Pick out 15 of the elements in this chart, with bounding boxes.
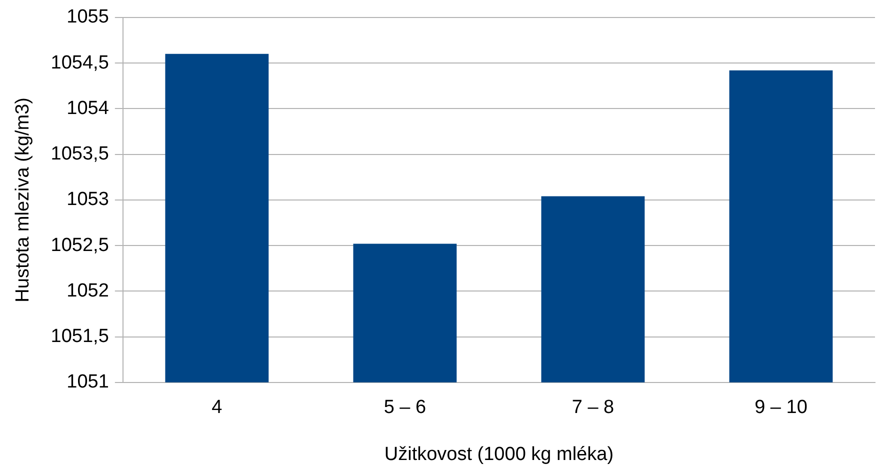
y-tick-label: 1054,5 [50,52,109,74]
y-tick-label: 1051 [66,372,109,393]
x-tick-label: 9 – 10 [754,397,808,418]
x-tick-label: 7 – 8 [572,397,614,418]
y-tick-label: 1053 [66,189,109,210]
x-tick-label: 5 – 6 [384,397,426,418]
y-tick-label: 1053,5 [50,144,109,165]
y-tick-label: 1051,5 [50,326,109,348]
x-axis-title: Užitkovost (1000 kg mléka) [384,444,614,465]
y-tick-label: 1052 [66,280,109,302]
x-tick-label: 4 [212,397,223,418]
y-tick-label: 1054 [66,98,110,119]
y-tick-label: 1055 [66,6,109,28]
y-axis-title: Hustota mleziva (kg/m3) [12,97,34,302]
y-tick-label: 1052,5 [50,234,109,256]
